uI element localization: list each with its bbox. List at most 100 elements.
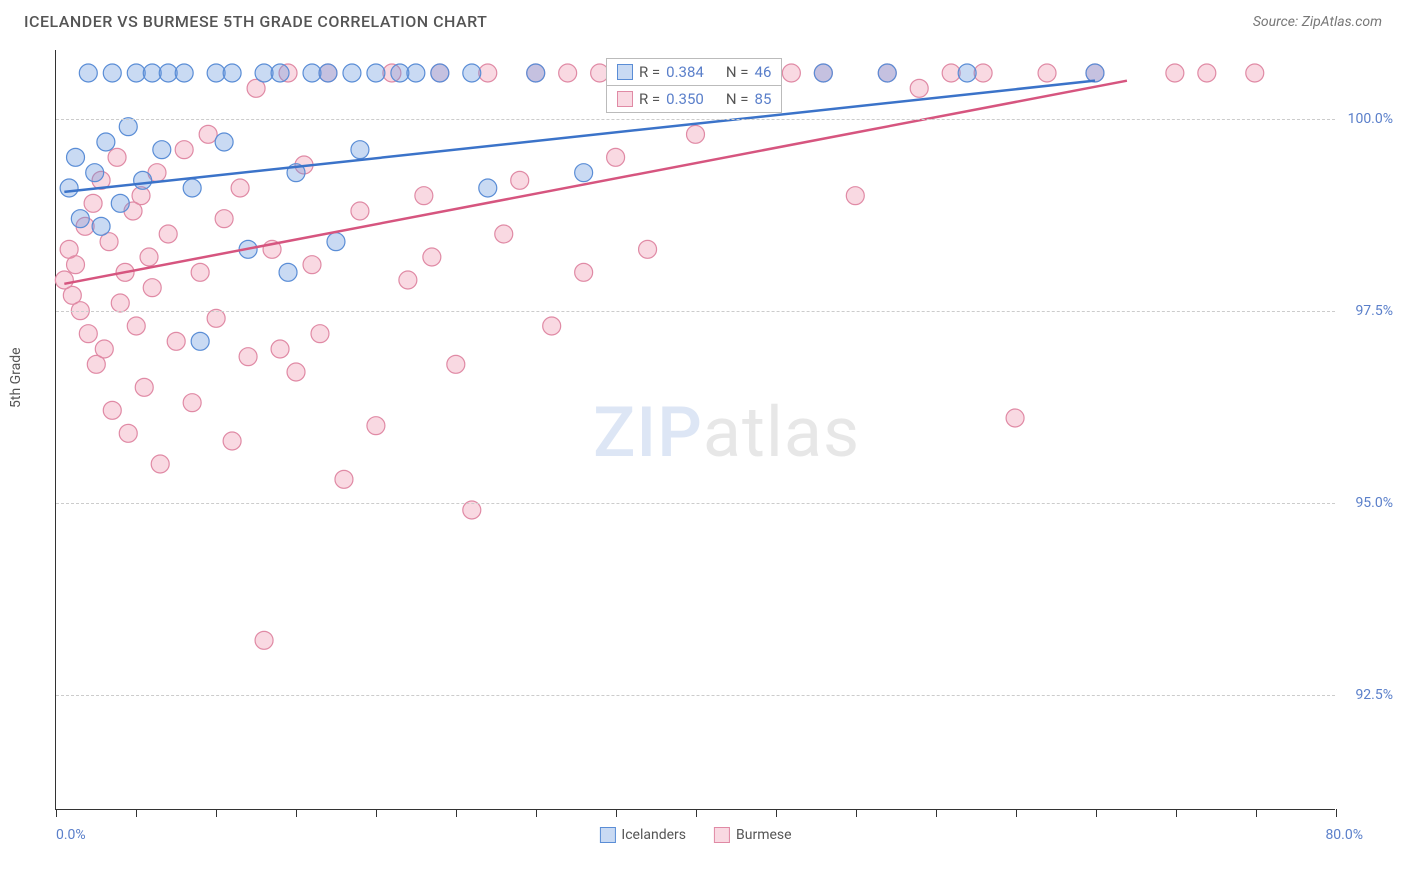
data-point	[79, 64, 97, 82]
data-point	[255, 631, 273, 649]
data-point	[607, 148, 625, 166]
data-point	[207, 309, 225, 327]
data-point	[279, 263, 297, 281]
data-point	[84, 194, 102, 212]
chart-plot-area: 5th Grade 100.0%97.5%95.0%92.5% 0.0% 80.…	[55, 50, 1335, 810]
data-point	[140, 248, 158, 266]
gridline	[56, 311, 1335, 312]
data-point	[111, 194, 129, 212]
x-tick	[616, 809, 617, 817]
data-point	[143, 279, 161, 297]
x-tick	[296, 809, 297, 817]
data-point	[846, 187, 864, 205]
legend-swatch	[617, 91, 633, 107]
data-point	[639, 240, 657, 258]
data-point	[479, 64, 497, 82]
data-point	[175, 64, 193, 82]
n-value: 46	[755, 63, 772, 81]
data-point	[183, 394, 201, 412]
x-tick	[696, 809, 697, 817]
data-point	[134, 171, 152, 189]
data-point	[191, 263, 209, 281]
data-point	[127, 317, 145, 335]
legend-swatch	[617, 64, 633, 80]
x-tick	[1176, 809, 1177, 817]
r-label: R =	[639, 90, 660, 108]
x-tick	[1096, 809, 1097, 817]
gridline	[56, 695, 1335, 696]
data-point	[151, 455, 169, 473]
data-point	[127, 64, 145, 82]
data-point	[1198, 64, 1216, 82]
x-tick	[856, 809, 857, 817]
data-point	[183, 179, 201, 197]
data-point	[319, 64, 337, 82]
data-point	[191, 332, 209, 350]
r-label: R =	[639, 63, 660, 81]
data-point	[311, 325, 329, 343]
data-point	[86, 164, 104, 182]
y-tick-label: 97.5%	[1355, 303, 1393, 319]
data-point	[942, 64, 960, 82]
source-label: Source: ZipAtlas.com	[1253, 14, 1382, 30]
data-point	[223, 64, 241, 82]
data-point	[423, 248, 441, 266]
data-point	[351, 141, 369, 159]
data-point	[343, 64, 361, 82]
data-point	[239, 348, 257, 366]
data-point	[271, 64, 289, 82]
data-point	[399, 271, 417, 289]
correlation-legend-box: R = 0.384 N = 46 R = 0.350 N = 85	[606, 58, 782, 113]
trend-line	[64, 81, 1127, 284]
data-point	[974, 64, 992, 82]
data-point	[103, 401, 121, 419]
data-point	[575, 263, 593, 281]
data-point	[479, 179, 497, 197]
data-point	[391, 64, 409, 82]
data-point	[108, 148, 126, 166]
data-point	[878, 64, 896, 82]
data-point	[1086, 64, 1104, 82]
x-axis-max-label: 80.0%	[1325, 827, 1363, 843]
data-point	[495, 225, 513, 243]
data-point	[271, 340, 289, 358]
data-point	[687, 125, 705, 143]
data-point	[231, 179, 249, 197]
legend-label: Burmese	[736, 827, 792, 843]
x-tick	[216, 809, 217, 817]
data-point	[79, 325, 97, 343]
legend-item: Burmese	[714, 827, 792, 843]
y-tick-label: 92.5%	[1355, 687, 1393, 703]
x-axis-min-label: 0.0%	[56, 827, 86, 843]
x-tick	[1336, 809, 1337, 817]
data-point	[175, 141, 193, 159]
correlation-row: R = 0.350 N = 85	[607, 86, 781, 112]
data-point	[119, 118, 137, 136]
x-tick	[136, 809, 137, 817]
data-point	[223, 432, 241, 450]
data-point	[95, 340, 113, 358]
n-label: N =	[726, 90, 749, 108]
data-point	[782, 64, 800, 82]
data-point	[1246, 64, 1264, 82]
x-tick	[1016, 809, 1017, 817]
data-point	[103, 64, 121, 82]
y-axis-title: 5th Grade	[8, 347, 24, 408]
data-point	[559, 64, 577, 82]
x-tick	[536, 809, 537, 817]
x-tick	[456, 809, 457, 817]
data-point	[287, 363, 305, 381]
data-point	[910, 79, 928, 97]
r-value: 0.350	[666, 90, 704, 108]
data-point	[159, 225, 177, 243]
data-point	[407, 64, 425, 82]
x-tick	[56, 809, 57, 817]
gridline	[56, 503, 1335, 504]
data-point	[1006, 409, 1024, 427]
data-point	[207, 64, 225, 82]
data-point	[92, 217, 110, 235]
data-point	[67, 256, 85, 274]
legend-item: Icelanders	[599, 827, 686, 843]
data-point	[447, 355, 465, 373]
data-point	[335, 470, 353, 488]
